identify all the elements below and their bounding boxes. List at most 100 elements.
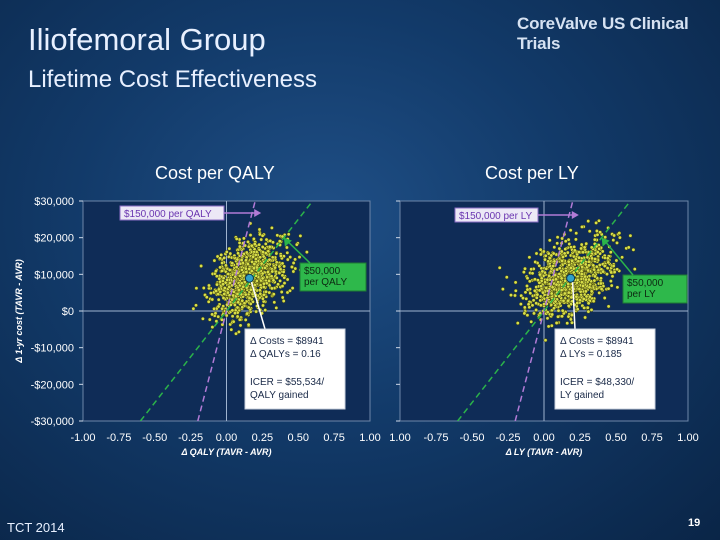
result-delta-costs: Δ Costs = $8941 <box>250 336 324 347</box>
scatter-point <box>597 246 602 251</box>
scatter-point <box>240 305 245 310</box>
scatter-point <box>259 237 264 242</box>
scatter-point <box>225 290 230 295</box>
scatter-point <box>541 290 545 295</box>
y-tick-label: -$10,000 <box>31 343 74 355</box>
scatter-point <box>243 317 248 322</box>
scatter-point <box>564 268 568 273</box>
scatter-point <box>528 291 533 296</box>
scatter-point <box>553 299 558 304</box>
scatter-point <box>257 288 262 292</box>
scatter-point <box>590 256 594 261</box>
scatter-cloud <box>497 218 637 343</box>
scatter-point <box>539 252 543 257</box>
scatter-point <box>552 245 557 250</box>
scatter-point <box>530 271 535 276</box>
scatter-point <box>267 257 272 262</box>
scatter-point <box>212 306 217 311</box>
x-tick-label: 0.25 <box>569 432 590 444</box>
scatter-point <box>581 250 585 255</box>
scatter-point <box>561 298 566 303</box>
scatter-point <box>593 274 597 279</box>
scatter-point <box>606 286 611 291</box>
scatter-point <box>210 325 215 329</box>
scatter-point <box>573 248 577 253</box>
scatter-point <box>215 254 220 259</box>
scatter-point <box>566 290 571 295</box>
scatter-point <box>298 233 303 238</box>
scatter-point <box>267 244 272 249</box>
scatter-point <box>591 263 596 268</box>
x-tick-label: -0.25 <box>178 432 203 444</box>
wtp-50k-label: $50,000 <box>627 278 664 289</box>
scatter-point <box>272 300 277 305</box>
scatter-point <box>247 296 252 300</box>
scatter-point <box>246 322 251 327</box>
x-tick-label: -0.50 <box>142 432 167 444</box>
scatter-point <box>274 251 279 256</box>
scatter-point <box>227 246 232 251</box>
scatter-point <box>215 282 219 287</box>
scatter-point <box>280 284 285 288</box>
footer-conference: TCT 2014 <box>7 520 65 535</box>
scatter-point <box>260 276 265 281</box>
scatter-point <box>584 241 589 246</box>
scatter-point <box>246 305 251 310</box>
scatter-point <box>260 271 265 276</box>
scatter-point <box>581 283 585 288</box>
scatter-point <box>597 290 602 295</box>
y-tick-label: -$20,000 <box>31 379 74 391</box>
wtp-150k-label: $150,000 per QALY <box>124 209 212 220</box>
scatter-point <box>279 290 284 294</box>
scatter-point <box>565 321 570 326</box>
scatter-point <box>291 261 296 265</box>
scatter-point <box>554 282 559 287</box>
scatter-point <box>230 261 235 266</box>
scatter-point <box>626 245 631 250</box>
panel-title-ly: Cost per LY <box>485 163 579 183</box>
wtp-50k-arrowhead <box>283 237 292 247</box>
scatter-point <box>525 276 530 281</box>
scatter-point <box>201 286 206 290</box>
scatter-point <box>513 288 518 293</box>
scatter-point <box>273 265 277 270</box>
scatter-point <box>534 285 539 289</box>
scatter-point <box>589 307 594 312</box>
wtp-50k-arrow <box>604 240 634 276</box>
scatter-point <box>605 266 610 270</box>
scatter-point <box>550 312 555 317</box>
scatter-point <box>573 257 578 262</box>
x-tick-label: -1.00 <box>70 432 95 444</box>
scatter-point <box>276 282 280 287</box>
scatter-point <box>194 286 199 291</box>
wtp-50k-label-box <box>299 262 367 292</box>
scatter-point <box>523 266 527 271</box>
y-axis-label: Δ 1-yr cost (TAVR - AVR) <box>14 259 24 363</box>
result-icer: ICER = $55,534/ <box>250 377 324 388</box>
scatter-point <box>240 298 245 303</box>
scatter-point <box>238 323 243 328</box>
scatter-point <box>221 296 226 300</box>
scatter-point <box>246 239 250 244</box>
scatter-point <box>260 233 265 238</box>
scatter-point <box>258 291 263 296</box>
scatter-point <box>191 306 196 311</box>
scatter-point <box>579 246 583 251</box>
scatter-point <box>584 289 588 294</box>
scatter-point <box>230 308 235 313</box>
scatter-point <box>254 278 259 283</box>
scatter-point <box>497 265 502 270</box>
scatter-point <box>532 288 537 293</box>
scatter-point <box>547 256 552 261</box>
scatter-point <box>216 304 221 309</box>
result-icer-unit: QALY gained <box>250 390 309 401</box>
scatter-point <box>239 258 244 262</box>
scatter-point <box>586 309 591 314</box>
scatter-point <box>207 317 212 322</box>
scatter-point <box>538 272 542 277</box>
scatter-point <box>584 277 588 282</box>
y-tick-label: -$30,000 <box>31 416 74 428</box>
scatter-point <box>562 273 567 278</box>
scatter-point <box>194 303 198 308</box>
